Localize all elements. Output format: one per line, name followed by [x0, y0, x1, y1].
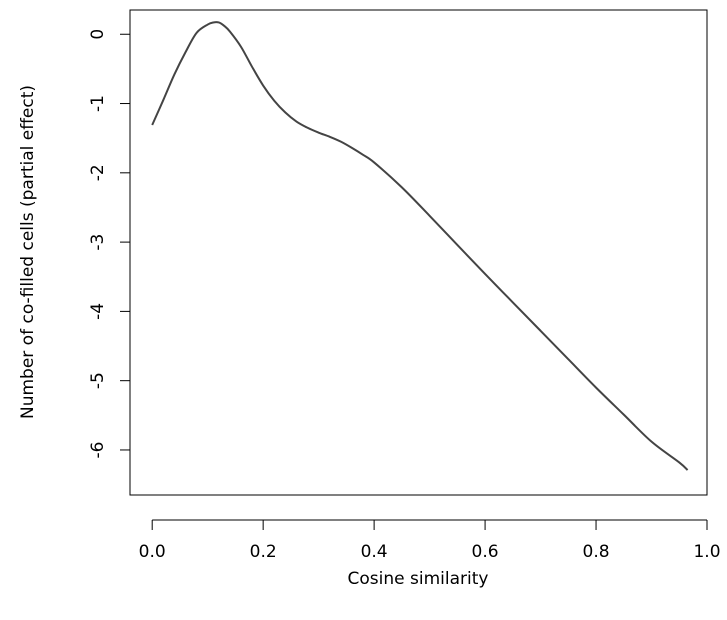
y-tick-label: -4	[88, 303, 108, 320]
x-axis: 0.0 0.2 0.4 0.6 0.8 1.0	[139, 519, 721, 562]
x-tick-label: 0.6	[472, 542, 499, 562]
plot-area-frame	[129, 9, 708, 496]
series-line	[151, 21, 689, 471]
x-tick-label: 0.8	[583, 542, 610, 562]
x-tick-label: 0.2	[250, 542, 277, 562]
y-tick-label: -6	[88, 441, 108, 458]
y-axis: 0 -1 -2 -3 -4 -5 -6	[88, 29, 131, 458]
y-tick-label: -1	[88, 95, 108, 112]
x-axis-label: Cosine similarity	[348, 569, 489, 589]
x-tick-label: 1.0	[693, 542, 720, 562]
x-tick-label: 0.4	[361, 542, 388, 562]
y-tick-label: -2	[88, 164, 108, 181]
y-tick-label: -3	[88, 234, 108, 251]
y-axis-label: Number of co-filled cells (partial effec…	[18, 85, 38, 419]
x-tick-label: 0.0	[139, 542, 166, 562]
y-tick-label: -5	[88, 372, 108, 389]
y-tick-label: 0	[88, 29, 108, 40]
